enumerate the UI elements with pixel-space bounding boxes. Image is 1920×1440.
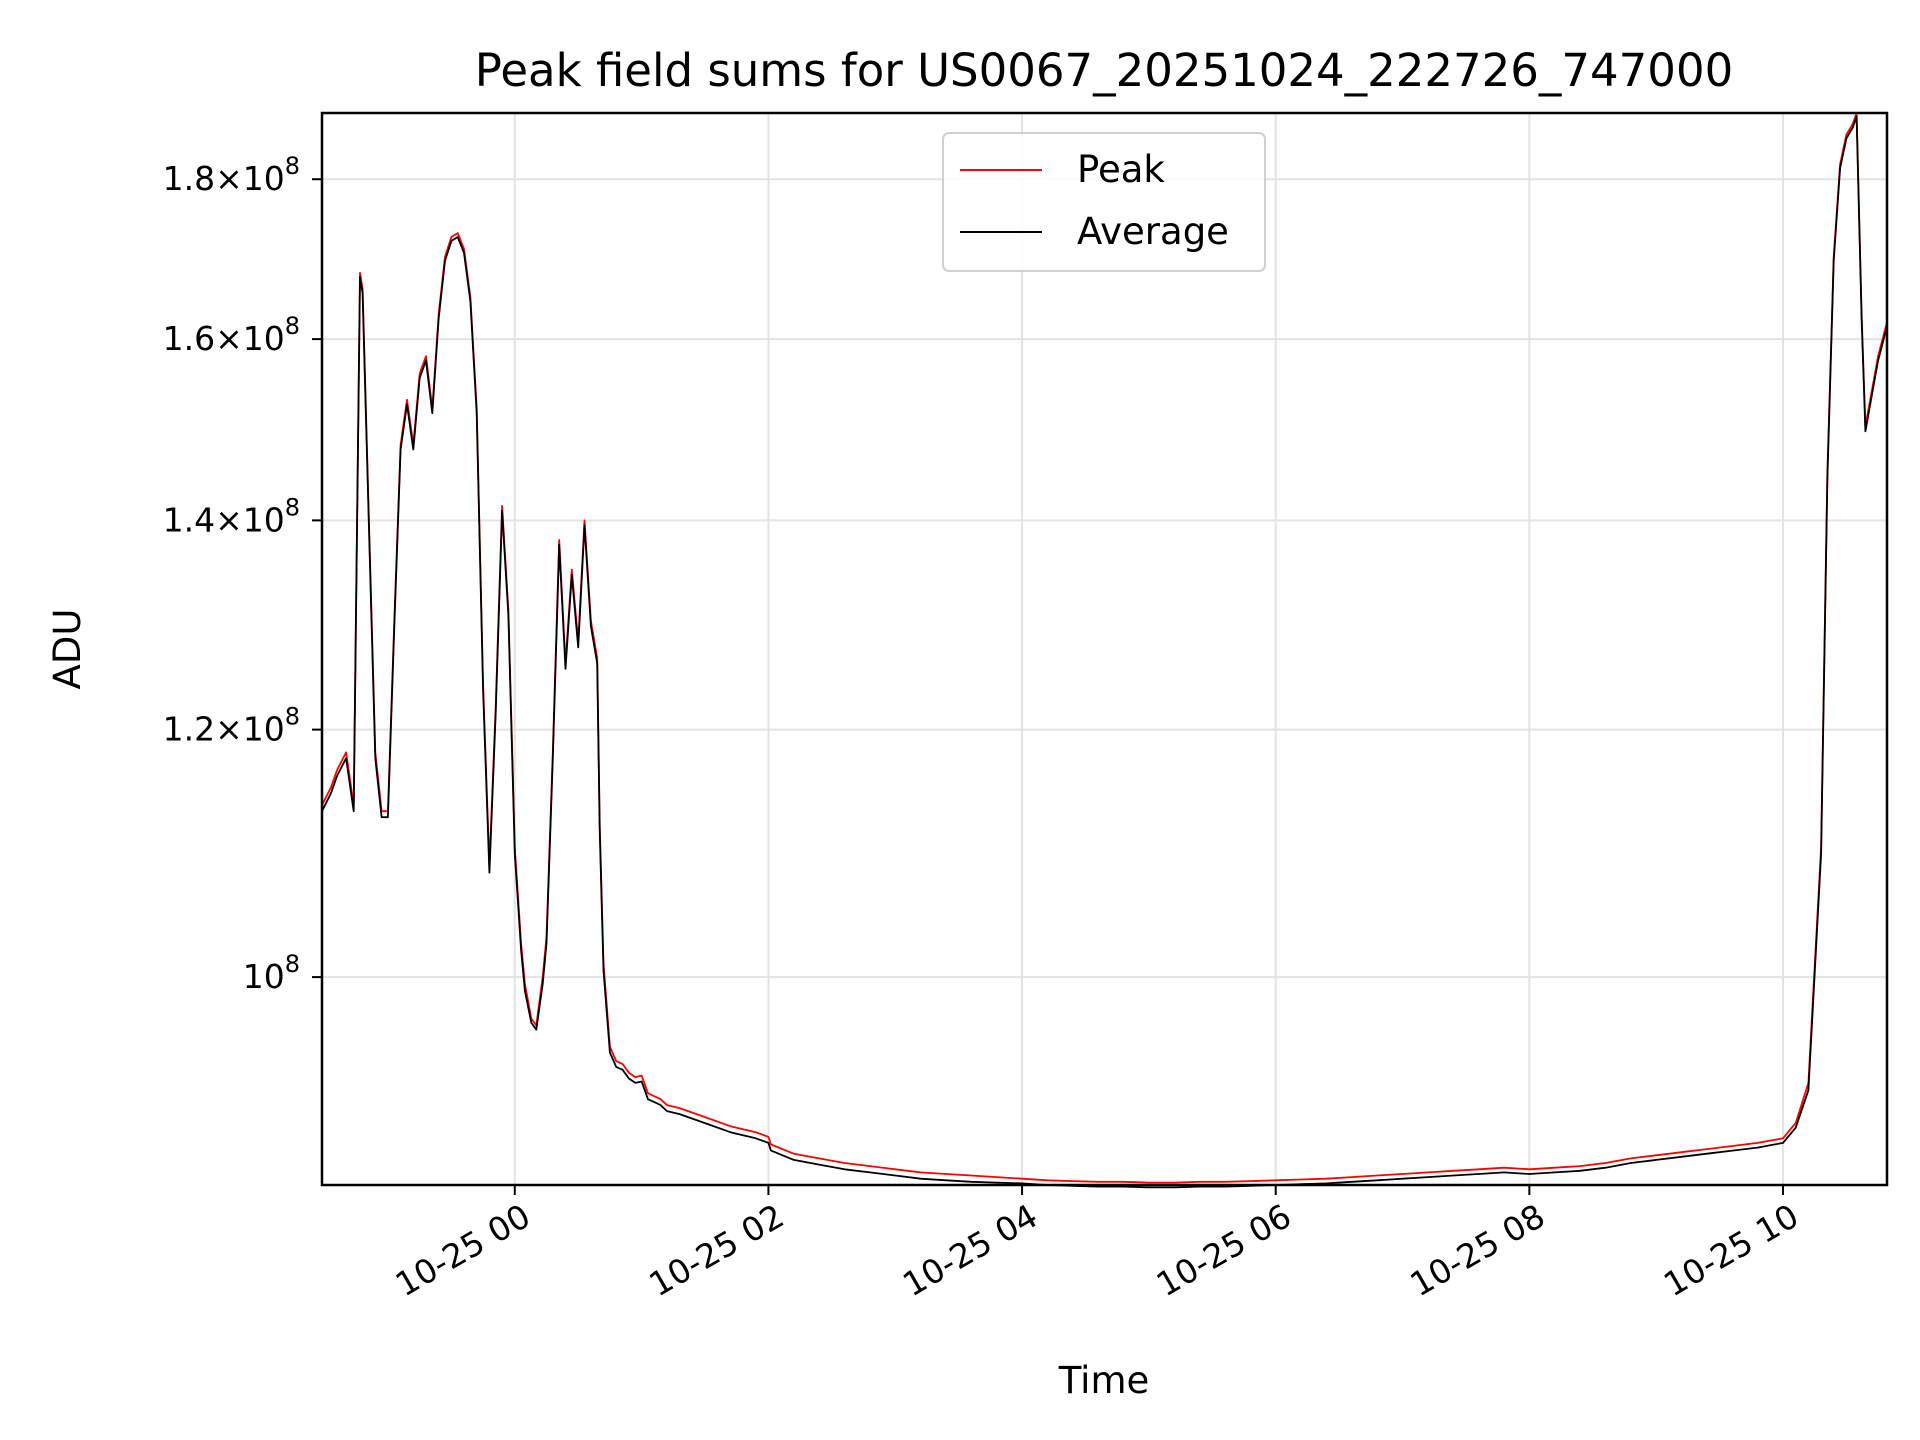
y-axis-label: ADU [46,609,89,690]
y-tick-label: 1.2×108 [163,703,300,749]
y-tick-label: 1.8×108 [163,152,300,198]
x-axis-label: Time [1058,1359,1150,1402]
y-tick-label: 1.6×108 [163,312,300,358]
plot-frame [320,111,1889,1187]
series-line-peak [321,112,1888,1184]
chart-title: Peak field sums for US0067_20251024_2227… [475,44,1733,97]
y-tick-label: 108 [243,950,300,996]
legend-average-label: Average [1077,210,1229,253]
series-line-average [321,115,1888,1189]
legend: Peak Average [942,132,1266,272]
legend-box [942,132,1266,272]
y-tick-label: 1.4×108 [163,493,300,539]
legend-peak-label: Peak [1077,148,1165,191]
series-layer [321,112,1888,1189]
